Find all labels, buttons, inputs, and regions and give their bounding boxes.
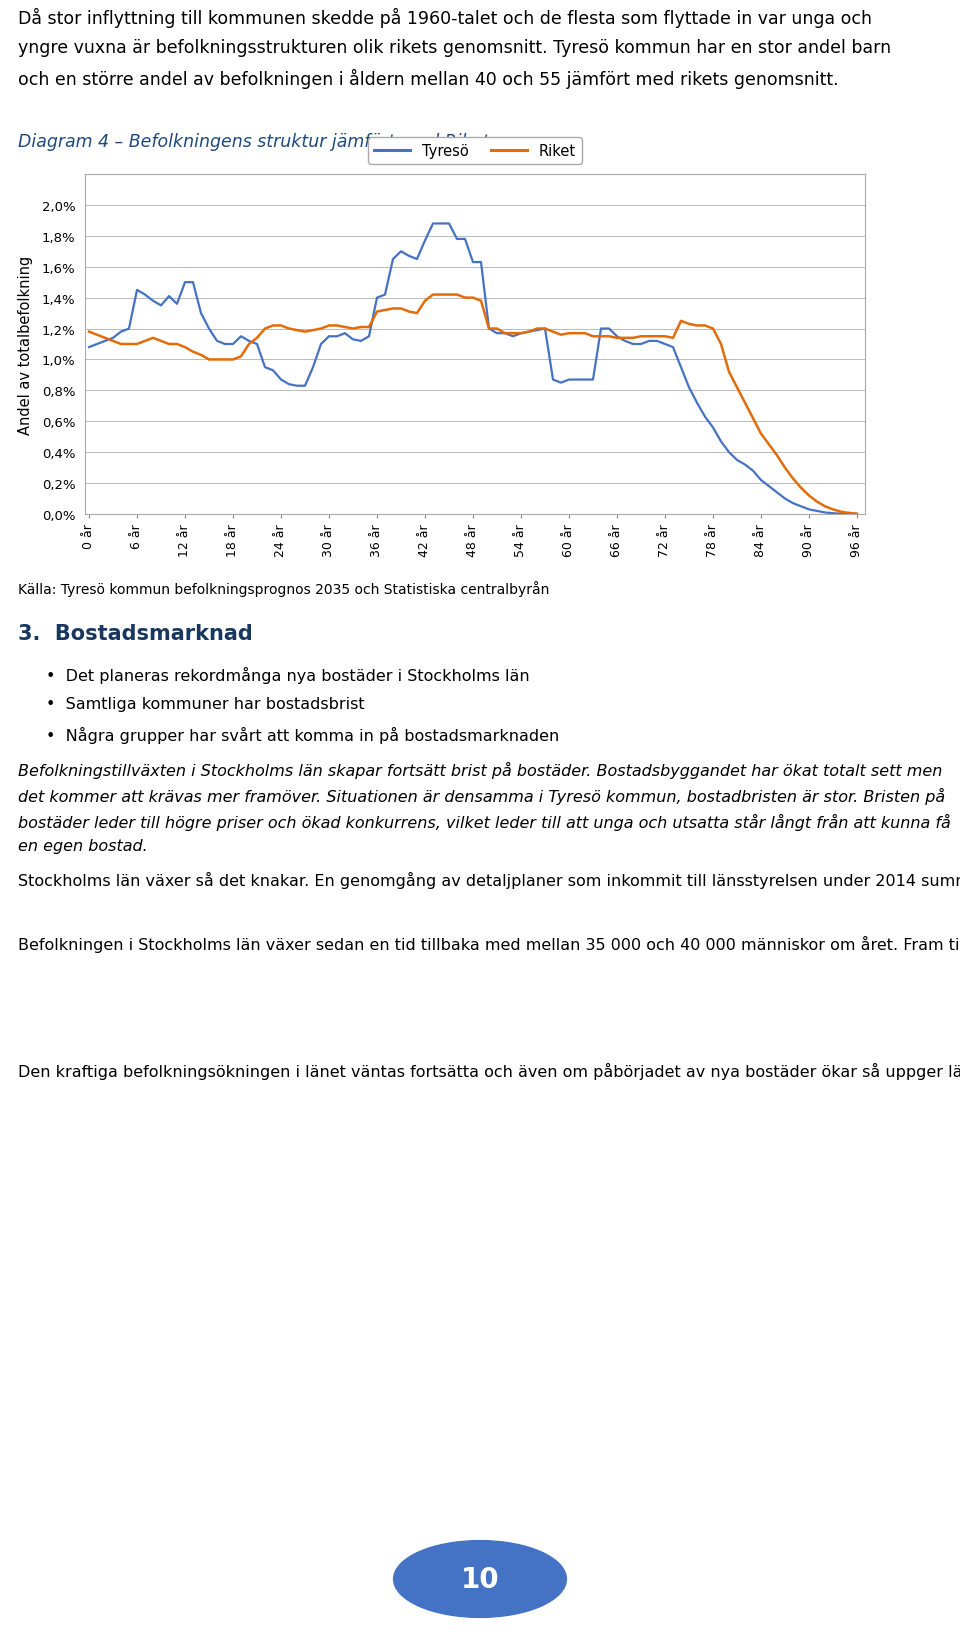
Y-axis label: Andel av totalbefolkning: Andel av totalbefolkning <box>18 256 34 434</box>
Circle shape <box>394 1540 566 1617</box>
Text: •  Det planeras rekordmånga nya bostäder i Stockholms län: • Det planeras rekordmånga nya bostäder … <box>46 667 529 683</box>
Text: 3.  Bostadsmarknad: 3. Bostadsmarknad <box>18 624 252 644</box>
Text: Då stor inflyttning till kommunen skedde på 1960-talet och de flesta som flyttad: Då stor inflyttning till kommunen skedde… <box>18 8 891 88</box>
Text: Befolkningen i Stockholms län växer sedan en tid tillbaka med mellan 35 000 och : Befolkningen i Stockholms län växer seda… <box>18 936 960 952</box>
Text: Den kraftiga befolkningsökningen i länet väntas fortsätta och även om påbörjadet: Den kraftiga befolkningsökningen i länet… <box>18 1061 960 1079</box>
Text: Befolkningstillväxten i Stockholms län skapar fortsätt brist på bostäder. Bostad: Befolkningstillväxten i Stockholms län s… <box>18 761 950 854</box>
Text: Källa: Tyresö kommun befolkningsprognos 2035 och Statistiska centralbyrån: Källa: Tyresö kommun befolkningsprognos … <box>18 580 549 597</box>
Text: Diagram 4 – Befolkningens struktur jämfört med Riket: Diagram 4 – Befolkningens struktur jämfö… <box>18 134 490 152</box>
Text: 10: 10 <box>461 1565 499 1593</box>
Text: •  Några grupper har svårt att komma in på bostadsmarknaden: • Några grupper har svårt att komma in p… <box>46 725 559 743</box>
Legend: Tyresö, Riket: Tyresö, Riket <box>369 139 582 165</box>
Text: Stockholms län växer så det knakar. En genomgång av detaljplaner som inkommit ti: Stockholms län växer så det knakar. En g… <box>18 872 960 888</box>
Text: •  Samtliga kommuner har bostadsbrist: • Samtliga kommuner har bostadsbrist <box>46 698 364 712</box>
